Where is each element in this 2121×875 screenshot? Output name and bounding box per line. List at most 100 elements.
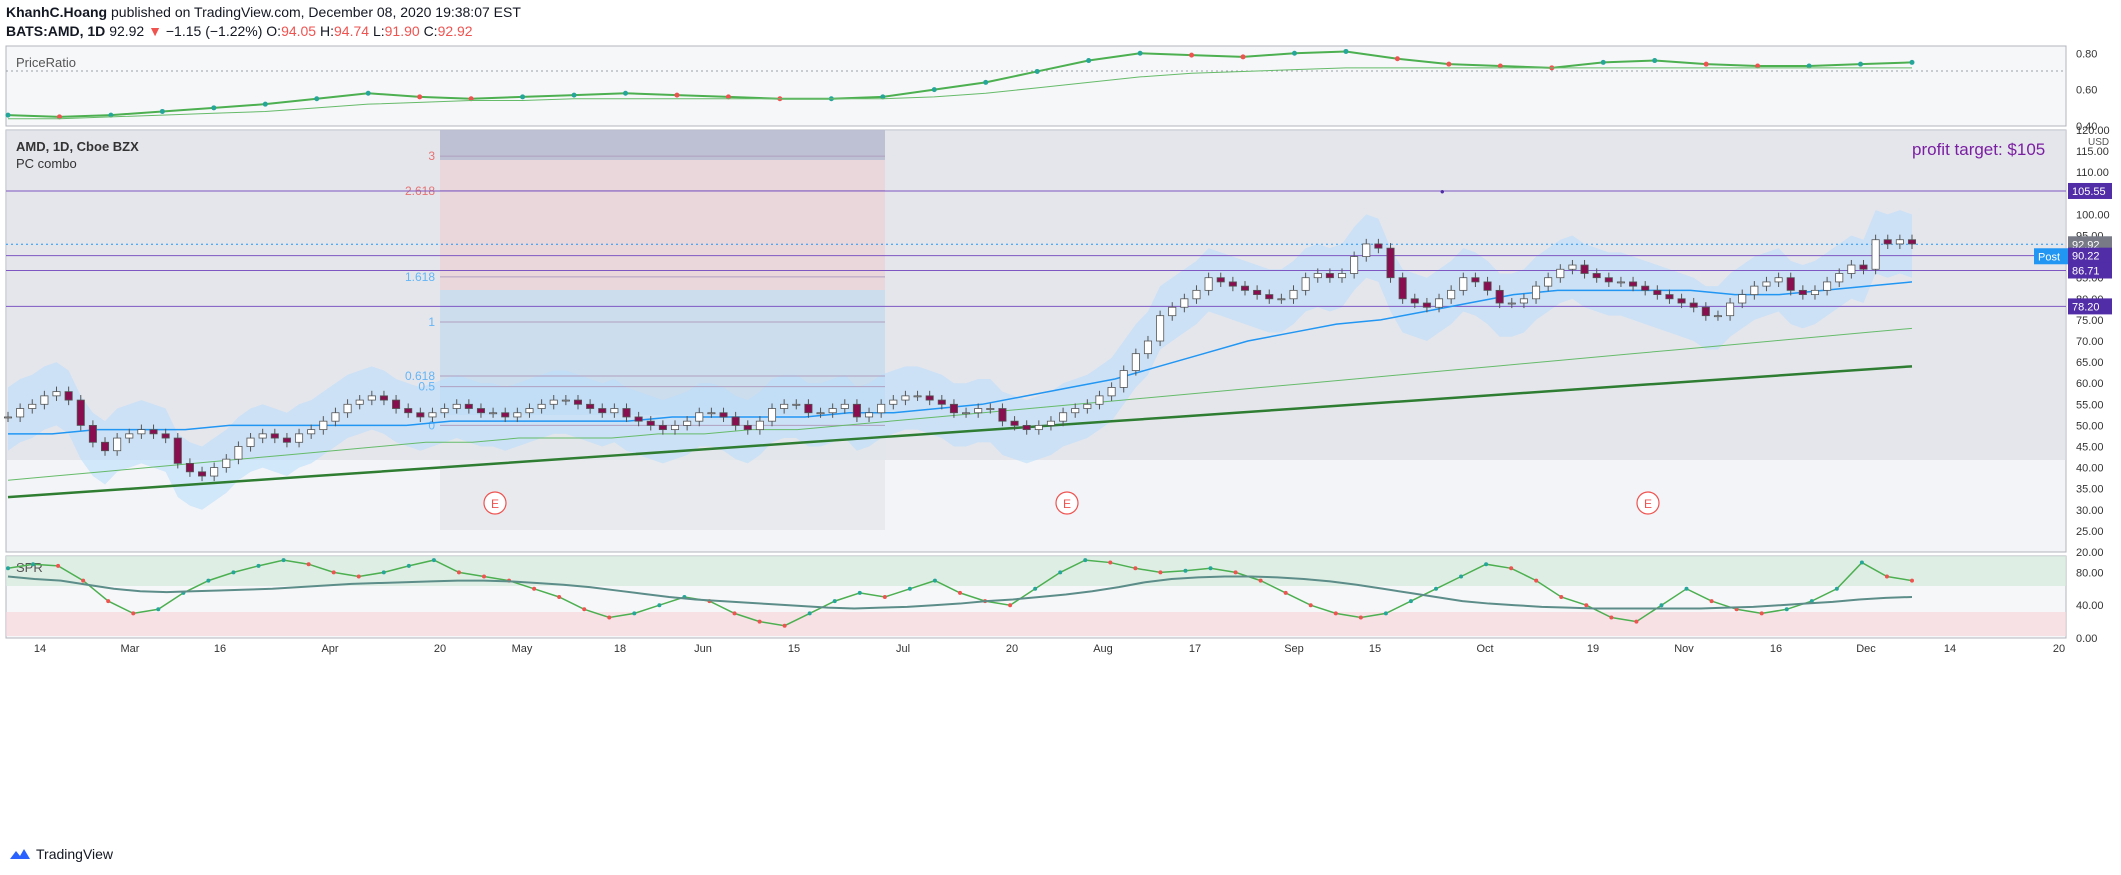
price-tick-label: 110.00	[2076, 167, 2109, 179]
price-ratio-point	[5, 112, 11, 118]
time-tick-label: 15	[788, 643, 800, 655]
candle-body	[210, 467, 219, 477]
spr-point	[381, 570, 386, 575]
candle-body	[52, 391, 61, 397]
spr-point	[306, 562, 311, 567]
candle-body	[731, 416, 740, 426]
candle-body	[1289, 289, 1298, 300]
spr-point	[757, 619, 762, 624]
price-tick-label: 45.00	[2076, 442, 2104, 454]
earnings-marker	[1636, 491, 1660, 515]
time-axis[interactable]: 14 Mar 16 Apr 20 May 18 Jun 15 Jul 20 Aug 17 Sep 15 Oct…	[6, 637, 2066, 655]
candle-body	[1726, 302, 1735, 317]
candle-body	[998, 408, 1007, 422]
spr-point	[1158, 570, 1163, 575]
price-tick-label: 35.00	[2076, 484, 2104, 496]
spr-point	[106, 599, 111, 604]
candle-body	[1471, 277, 1480, 283]
candle-body	[1483, 281, 1492, 291]
candle-body	[1204, 277, 1213, 291]
candle-body	[598, 408, 607, 414]
candle-body	[464, 403, 473, 409]
spr-pane[interactable]: SPR 80.00 40.00 0.00	[5, 555, 2104, 645]
candle-body	[561, 399, 570, 402]
candle-body	[1604, 277, 1613, 283]
candle-body	[149, 429, 158, 435]
earnings-marker-label: E	[1644, 497, 1652, 511]
spr-point	[1910, 578, 1914, 583]
price-ratio-point	[1858, 61, 1864, 67]
price-ratio-point	[1343, 48, 1349, 54]
spr-point	[582, 607, 587, 612]
fib-level-label: 0.618	[405, 369, 435, 383]
high-value: 94.74	[334, 23, 370, 39]
candle-body	[1313, 273, 1322, 279]
candle-body	[1507, 302, 1516, 305]
candle-body	[1059, 412, 1068, 422]
candle-body	[962, 412, 971, 415]
candle-body	[1422, 302, 1431, 308]
spr-point	[882, 595, 887, 599]
last-price: 92.92	[109, 23, 145, 39]
fib-level-label: 3	[428, 149, 435, 163]
time-tick-label: 14	[34, 643, 46, 655]
spr-point	[356, 574, 361, 579]
candle-body	[755, 420, 764, 431]
price-ratio-point	[1394, 56, 1400, 62]
close-value: 92.92	[437, 23, 473, 39]
candle-body	[1435, 298, 1444, 308]
spr-point	[1258, 578, 1263, 583]
candle-body	[852, 403, 861, 418]
candle-body	[1131, 353, 1140, 371]
candle-body	[161, 433, 170, 439]
candle-body	[840, 403, 849, 409]
candle-body	[282, 437, 291, 443]
candle-body	[1156, 315, 1165, 342]
candle-body	[1847, 264, 1856, 274]
candle-body	[489, 412, 498, 415]
price-ratio-pane[interactable]: PriceRatio 0.80 0.60 0.40	[5, 45, 2098, 133]
spr-point	[1283, 590, 1288, 595]
currency-label: USD	[2088, 137, 2109, 148]
time-tick-label: 16	[1770, 643, 1782, 655]
price-ratio-point	[931, 87, 937, 93]
candle-body	[622, 408, 631, 418]
candle-body	[222, 458, 231, 469]
price-ratio-point	[1291, 50, 1297, 56]
candle-body	[1216, 277, 1225, 283]
price-ratio-label: PriceRatio	[16, 55, 76, 70]
spr-point	[1584, 603, 1589, 608]
candle-body	[198, 471, 207, 477]
price-ratio-tick-label: 0.80	[2076, 48, 2097, 60]
spr-point	[1033, 586, 1038, 591]
brand-label[interactable]: TradingView	[36, 846, 114, 862]
price-ratio-point	[1909, 59, 1915, 65]
price-ratio-point	[468, 96, 474, 102]
price-ratio-tick-label: 0.40	[2076, 121, 2097, 133]
spr-point	[1183, 568, 1188, 573]
price-ratio-point	[108, 112, 114, 118]
symbol-label: BATS:AMD, 1D	[6, 23, 106, 39]
candle-body	[865, 412, 874, 418]
spr-point	[1709, 599, 1714, 604]
candle-body	[1265, 294, 1274, 300]
indicator-name: PC combo	[16, 156, 77, 171]
price-tick-label: 40.00	[2076, 463, 2104, 475]
spr-point	[1108, 560, 1113, 565]
time-tick-label: 20	[2053, 643, 2065, 655]
author-name[interactable]: KhanhC.Hoang	[6, 4, 108, 20]
candle-body	[901, 395, 910, 401]
profit-target-annotation: •	[1440, 184, 1445, 199]
candle-body	[16, 408, 25, 418]
candle-body	[1495, 289, 1504, 304]
candle-body	[1022, 424, 1031, 431]
candle-body	[28, 403, 37, 409]
spr-point	[31, 562, 36, 567]
spr-point	[1358, 615, 1363, 620]
spr-point	[482, 574, 486, 579]
candle-body	[331, 412, 340, 422]
candle-body	[780, 403, 789, 409]
time-tick-label: 15	[1369, 643, 1381, 655]
chart-area[interactable]: PriceRatio 0.800.600.40 32.6181.61810.61…	[0, 40, 2121, 845]
